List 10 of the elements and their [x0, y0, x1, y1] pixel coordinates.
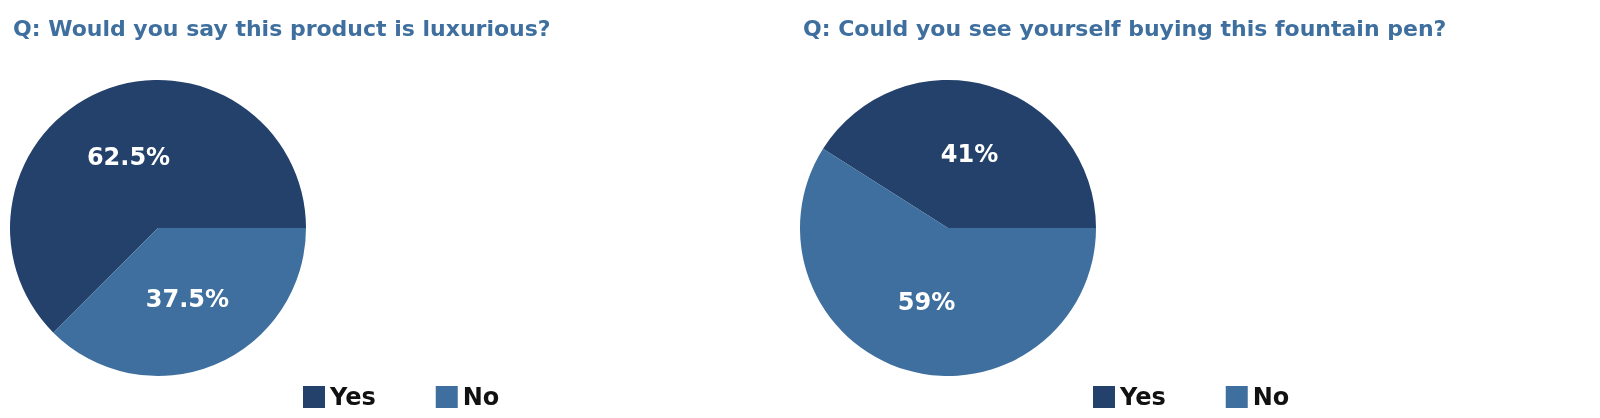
legend-label: Yes	[1119, 383, 1166, 411]
chart-title: Q: Could you see yourself buying this fountain pen?	[803, 15, 1447, 41]
chart-title: Q: Would you say this product is luxurious?	[13, 15, 551, 41]
data-label: 41%	[940, 140, 999, 169]
legend-label: No	[462, 383, 500, 411]
data-label: 59%	[897, 287, 956, 316]
legend-label: Yes	[329, 383, 376, 411]
data-label: 37.5%	[145, 285, 230, 314]
data-label: 62.5%	[86, 142, 171, 171]
legend-label: No	[1252, 383, 1290, 411]
